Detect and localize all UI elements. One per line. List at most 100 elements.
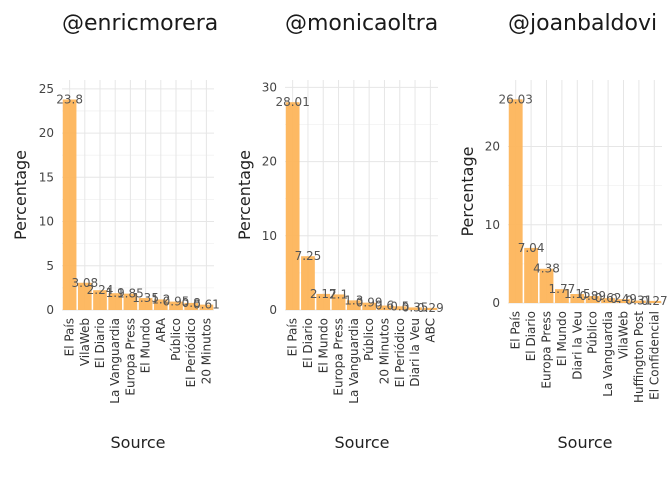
bar-20-minutos [377, 305, 392, 310]
bar-p-blico [585, 296, 600, 303]
y-tick-label: 25 [39, 82, 54, 96]
data-label: 1.85 [117, 287, 144, 301]
bar-ara [153, 299, 168, 310]
y-tick-label: 20 [262, 155, 277, 169]
data-label: 7.04 [518, 241, 545, 255]
data-label: 1.9 [106, 286, 125, 300]
x-tick-label: El Diario [93, 318, 107, 368]
bar-el-mundo [138, 298, 153, 310]
y-axis-title: Percentage [458, 146, 477, 236]
bar-abc [423, 307, 438, 310]
bar-europa-press [539, 268, 554, 303]
x-tick-label: ABC [423, 318, 437, 343]
x-tick-label: Europa Press [332, 318, 346, 396]
data-label: 26.03 [499, 92, 533, 106]
x-tick-label: Diari la Veu [570, 311, 584, 380]
bar-el-peri-dico [392, 306, 407, 310]
y-tick-label: 0 [269, 303, 277, 317]
chart-title: @monicaoltra [285, 11, 438, 36]
x-tick-label: 20 Minutos [377, 318, 391, 384]
bar-el-mundo [316, 293, 331, 310]
chart-title: @enricmorera [62, 11, 218, 36]
x-tick-label: El Mundo [316, 318, 330, 373]
x-axis-title: Source [111, 433, 166, 452]
data-label: 1.2 [151, 292, 170, 306]
x-tick-label: La Vanguardia [347, 318, 361, 404]
data-label: 1.15 [564, 287, 591, 301]
x-tick-label: El Diario [524, 311, 538, 361]
y-tick-label: 10 [485, 218, 500, 232]
x-tick-label: Público [586, 311, 600, 354]
data-label: 0.5 [390, 299, 409, 313]
bar-p-blico [169, 301, 183, 310]
bar-el-diario [301, 256, 315, 310]
x-tick-label: El Periódico [393, 318, 407, 387]
data-label: 4.38 [533, 262, 560, 276]
data-label: 0.6 [375, 299, 394, 313]
data-label: 0.61 [193, 298, 220, 312]
y-tick-label: 20 [485, 140, 500, 154]
bar-la-vanguardia [601, 298, 616, 303]
chart-panel-3: 0102026.037.044.381.771.150.890.620.490.… [458, 11, 668, 452]
y-tick-label: 30 [262, 80, 277, 94]
y-axis-title: Percentage [235, 150, 254, 240]
y-tick-label: 10 [262, 229, 277, 243]
x-tick-label: 20 Minutos [199, 318, 213, 384]
bar-vilaweb [616, 299, 631, 303]
data-label: 0.49 [610, 292, 637, 306]
bar-el-diario [524, 247, 539, 303]
data-label: 3.08 [71, 276, 98, 290]
bar-el-diario [93, 290, 107, 310]
data-label: 0.8 [182, 296, 201, 310]
y-tick-label: 0 [46, 303, 54, 317]
data-label: 2.24 [87, 283, 114, 297]
data-label: 0.62 [595, 291, 622, 305]
x-tick-label: ARA [154, 317, 168, 342]
bar-el-pa-s [62, 99, 77, 310]
x-axis-title: Source [335, 433, 390, 452]
x-tick-label: Público [169, 318, 183, 361]
data-label: 7.25 [295, 249, 322, 263]
data-label: 1.3 [344, 293, 363, 307]
y-tick-label: 20 [39, 126, 54, 140]
data-label: 2.1 [329, 287, 348, 301]
bar-europa-press [123, 293, 138, 310]
data-label: 0.29 [417, 301, 444, 315]
data-label: 0.35 [402, 300, 429, 314]
bar-la-vanguardia [108, 293, 123, 310]
bar-europa-press [331, 294, 346, 310]
bar-vilaweb [77, 282, 92, 310]
data-label: 1.77 [549, 282, 576, 296]
x-tick-label: El Confidencial [647, 311, 661, 400]
data-label: 0.99 [356, 296, 383, 310]
data-label: 2.17 [310, 287, 337, 301]
x-tick-label: Diari la Veu [408, 318, 422, 387]
x-tick-label: El Mundo [555, 311, 569, 366]
x-tick-label: Europa Press [540, 311, 554, 389]
y-axis-title: Percentage [11, 150, 30, 240]
data-label: 1.35 [132, 291, 159, 305]
x-tick-label: VilaWeb [78, 318, 92, 366]
x-tick-label: El País [63, 318, 77, 356]
x-tick-label: El País [286, 318, 300, 356]
x-tick-label: El País [509, 311, 523, 349]
bar-el-mundo [554, 289, 569, 303]
bar-diari-la-veu [408, 307, 422, 310]
x-tick-label: El Diario [301, 318, 315, 368]
data-label: 0.89 [579, 289, 606, 303]
data-label: 28.01 [275, 95, 309, 109]
bar-el-pa-s [508, 99, 523, 304]
bar-20-minutos [199, 304, 214, 310]
x-tick-label: La Vanguardia [108, 318, 122, 404]
x-tick-label: Huffington Post [632, 311, 646, 403]
y-tick-label: 15 [39, 170, 54, 184]
bar-p-blico [362, 302, 377, 310]
chart-title: @joanbaldovi [508, 11, 657, 36]
y-tick-label: 0 [492, 296, 500, 310]
x-axis-title: Source [558, 433, 613, 452]
bar-diari-la-veu [570, 294, 585, 303]
bar-la-vanguardia [346, 300, 361, 310]
x-tick-label: El Periódico [184, 318, 198, 387]
